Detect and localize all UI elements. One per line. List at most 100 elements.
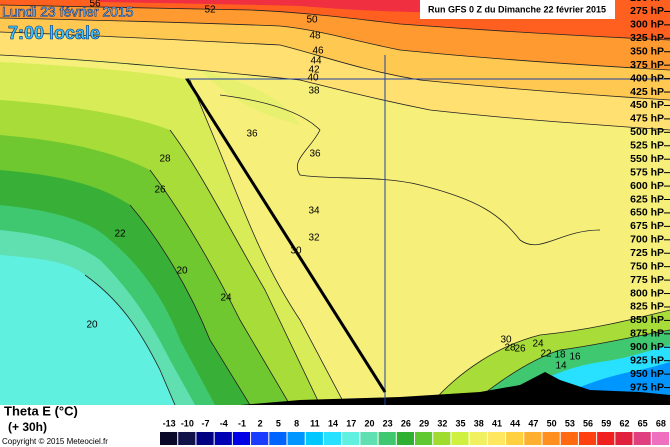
y-tick-label: 1000 hl (628, 395, 664, 407)
colorbar-label: -4 (220, 418, 228, 428)
contour-label: 20 (176, 266, 188, 277)
colorbar-label: 68 (656, 418, 666, 428)
contour-label: 38 (308, 86, 320, 97)
colorbar-box (451, 432, 469, 445)
colorbar-box (597, 432, 615, 445)
colorbar-label: 53 (565, 418, 575, 428)
colorbar-box (487, 432, 506, 445)
y-tick-label: 600 hP (630, 180, 664, 192)
contour-label: 28 (504, 343, 516, 354)
contour-label: 32 (308, 233, 320, 244)
y-tick-label: 550 hP (630, 153, 664, 165)
y-tick-label: 300 hP (630, 19, 664, 31)
colorbar-label: 8 (294, 418, 299, 428)
contour-label: 30 (500, 335, 512, 346)
chart-subtitle: 7:00 locale (8, 23, 100, 43)
colorbar-box (524, 432, 542, 445)
run-label: Run GFS 0 Z du Dimanche 22 février 2015 (428, 4, 606, 14)
lead-label: (+ 30h) (8, 420, 47, 434)
contour-label: 14 (555, 361, 567, 372)
y-tick-label: 425 hP (630, 86, 664, 98)
colorbar-label: 59 (601, 418, 611, 428)
colorbar-label: 38 (474, 418, 484, 428)
colorbar-box (469, 432, 487, 445)
y-tick-label: 900 hP (630, 341, 664, 353)
contour-label: 18 (554, 350, 566, 361)
contour-label: 52 (204, 5, 216, 16)
colorbar-box (232, 432, 251, 445)
contour-label: 50 (306, 15, 318, 26)
y-tick-label: 800 hP (630, 287, 664, 299)
colorbar-box (415, 432, 433, 445)
colorbar-box (578, 432, 597, 445)
colorbar-label: 23 (383, 418, 393, 428)
colorbar-box (196, 432, 214, 445)
run-label-box (420, 0, 615, 19)
contour-label: 22 (114, 229, 126, 240)
y-tick-label: 625 hP (630, 193, 664, 205)
colorbar-box (178, 432, 196, 445)
colorbar-label: 47 (528, 418, 538, 428)
y-tick-label: 850 hP (630, 314, 664, 326)
y-tick-label: 750 hP (630, 260, 664, 272)
colorbar-box (160, 432, 178, 445)
colorbar-label: 11 (310, 418, 320, 428)
y-tick-label: 475 hP (630, 113, 664, 125)
colorbar-box (615, 432, 633, 445)
y-tick-label: 525 hP (630, 140, 664, 152)
colorbar-label: 50 (547, 418, 557, 428)
colorbar-label: 35 (456, 418, 466, 428)
y-tick-label: 775 hP (630, 274, 664, 286)
contour-label: 46 (312, 46, 324, 57)
y-tick-label: 650 hP (630, 207, 664, 219)
contour-label: 26 (514, 344, 526, 355)
contour-label: 30 (290, 246, 302, 257)
colorbar-label: 2 (258, 418, 263, 428)
colorbar-label: -10 (181, 418, 194, 428)
contour-label: 44 (310, 56, 322, 67)
colorbar-box (542, 432, 560, 445)
colorbar-label: 14 (328, 418, 338, 428)
colorbar-label: 32 (437, 418, 447, 428)
colorbar-box (360, 432, 378, 445)
colorbar-label: -1 (238, 418, 246, 428)
y-tick-label: 950 hP (630, 368, 664, 380)
contour-label: 24 (532, 339, 544, 350)
colorbar-box (342, 432, 360, 445)
chart-title: Lundi 23 février 2015 (2, 4, 134, 20)
y-tick-label: 375 hP (630, 59, 664, 71)
colorbar-box (269, 432, 287, 445)
contour-label: 20 (86, 320, 98, 331)
colorbar-box (433, 432, 451, 445)
colorbar-box (396, 432, 414, 445)
colorbar-box (287, 432, 305, 445)
colorbar-box (378, 432, 396, 445)
colorbar-box (251, 432, 269, 445)
contour-label: 26 (154, 185, 166, 196)
colorbar-label: -7 (202, 418, 210, 428)
contour-label: 22 (540, 349, 552, 360)
contour-label: 28 (159, 154, 171, 165)
y-tick-label: 700 hP (630, 234, 664, 246)
contour-label: 40 (307, 73, 319, 84)
y-tick-label: 500 hP (630, 126, 664, 138)
y-tick-label: 875 hP (630, 328, 664, 340)
y-tick-label: 250 hP (630, 0, 664, 4)
copyright: Copyright © 2015 Meteociel.fr (2, 437, 108, 446)
y-tick-label: 275 hP (630, 5, 664, 17)
contour-label: 48 (309, 31, 321, 42)
colorbar-box (323, 432, 342, 445)
contour-label: 36 (309, 149, 321, 160)
colorbar-box (651, 432, 669, 445)
y-tick-label: 675 hP (630, 220, 664, 232)
colorbar-label: 17 (346, 418, 356, 428)
colorbar-label: 65 (638, 418, 648, 428)
colorbar-label: 56 (583, 418, 593, 428)
contour-label: 56 (89, 0, 101, 10)
y-tick-label: 575 hP (630, 166, 664, 178)
colorbar-box (633, 432, 651, 445)
colorbar-label: 5 (276, 418, 281, 428)
colorbar-box (305, 432, 323, 445)
y-tick-label: 350 hP (630, 46, 664, 58)
